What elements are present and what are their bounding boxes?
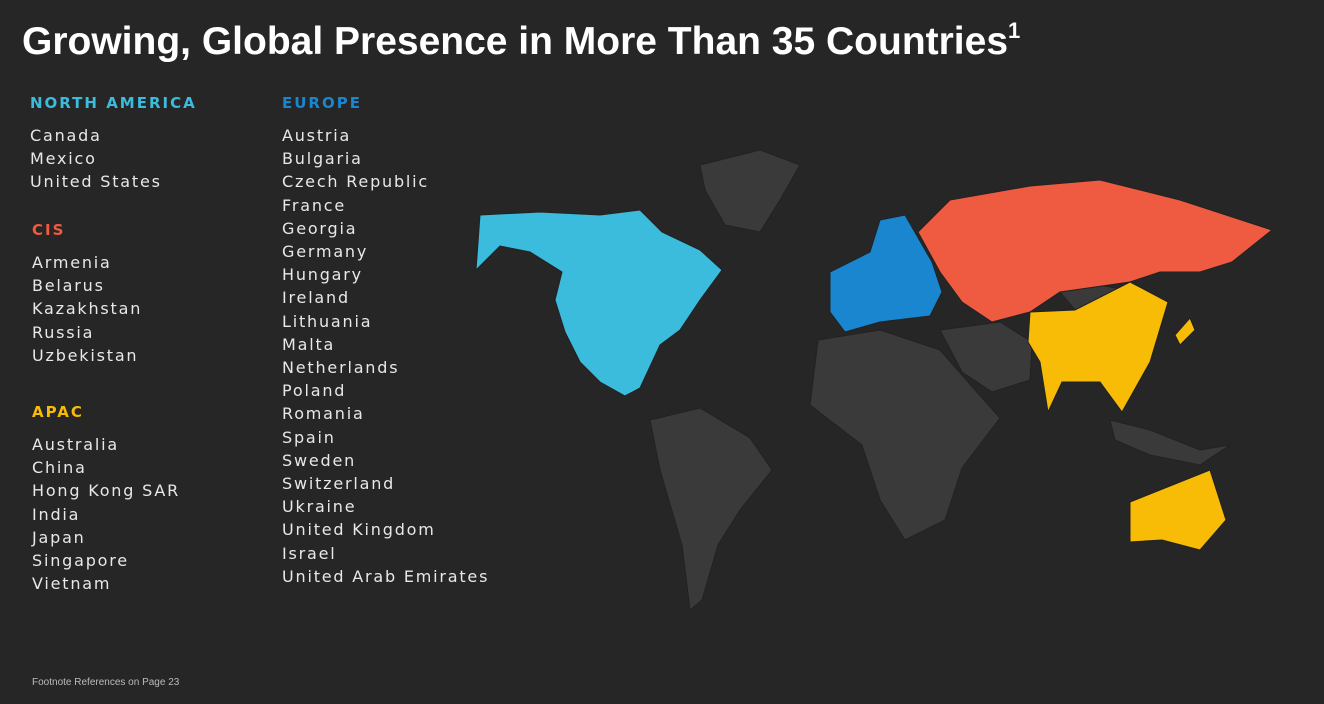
- south-america: [649, 407, 773, 611]
- region: NORTH AMERICA Canada Mexico United States: [30, 94, 197, 194]
- middle-east: [939, 321, 1033, 393]
- region: EUROPE Austria Bulgaria Czech Republic Franc…: [282, 94, 489, 588]
- country: Germany: [282, 242, 369, 262]
- region-heading: EUROPE: [282, 94, 362, 112]
- country: United Arab Emirates: [282, 566, 490, 586]
- north-america: [475, 209, 723, 397]
- country: India: [32, 504, 81, 524]
- australia: [1129, 469, 1227, 551]
- country: Spain: [282, 427, 336, 447]
- title-text: Growing, Global Presence in More Than 35…: [22, 20, 1009, 63]
- country: United Kingdom: [282, 520, 436, 540]
- country: Mexico: [30, 149, 97, 169]
- country: Belarus: [32, 276, 105, 296]
- country: Sweden: [282, 450, 357, 470]
- country: United States: [30, 172, 162, 192]
- country: Malta: [282, 334, 336, 354]
- europe: [829, 214, 943, 333]
- region-heading: APAC: [32, 403, 84, 421]
- country: France: [282, 195, 347, 215]
- country: Canada: [30, 126, 102, 145]
- region-heading: NORTH AMERICA: [30, 94, 197, 112]
- country: Israel: [282, 543, 337, 563]
- country: Armenia: [32, 253, 112, 272]
- cis: [917, 179, 1274, 323]
- country: Netherlands: [282, 358, 400, 378]
- africa: [809, 329, 1001, 541]
- china-india: [1027, 281, 1169, 414]
- country: Czech Republic: [282, 172, 430, 192]
- country: China: [32, 458, 87, 478]
- japan: [1174, 317, 1196, 346]
- region-heading: CIS: [32, 221, 66, 239]
- country: Switzerland: [282, 474, 396, 494]
- footnote: Footnote References on Page 23: [32, 677, 180, 688]
- country: Ukraine: [282, 497, 357, 517]
- country: Singapore: [32, 551, 129, 571]
- country: Romania: [282, 404, 365, 424]
- country: Poland: [282, 381, 347, 401]
- country: Lithuania: [282, 311, 373, 331]
- title-marker: 1: [1008, 18, 1021, 43]
- country: Vietnam: [32, 574, 112, 594]
- country: Georgia: [282, 218, 358, 238]
- country: Australia: [32, 435, 119, 454]
- country: Hong Kong SAR: [32, 481, 180, 501]
- slide-title: Growing, Global Presence in More Than 35…: [22, 18, 1020, 64]
- country: Ireland: [282, 288, 350, 308]
- country: Russia: [32, 322, 95, 342]
- greenland: [699, 149, 801, 233]
- country: Kazakhstan: [32, 299, 143, 319]
- southeast-asia: [1109, 419, 1231, 466]
- country: Bulgaria: [282, 149, 363, 169]
- region: APAC Australia China Hong Kong SAR India Japa…: [32, 403, 180, 595]
- country: Japan: [32, 527, 86, 547]
- region: CIS Armenia Belarus Kazakhstan Russia Uzbekis…: [32, 221, 142, 367]
- country: Uzbekistan: [32, 345, 139, 365]
- country: Austria: [282, 126, 352, 145]
- country: Hungary: [282, 265, 363, 285]
